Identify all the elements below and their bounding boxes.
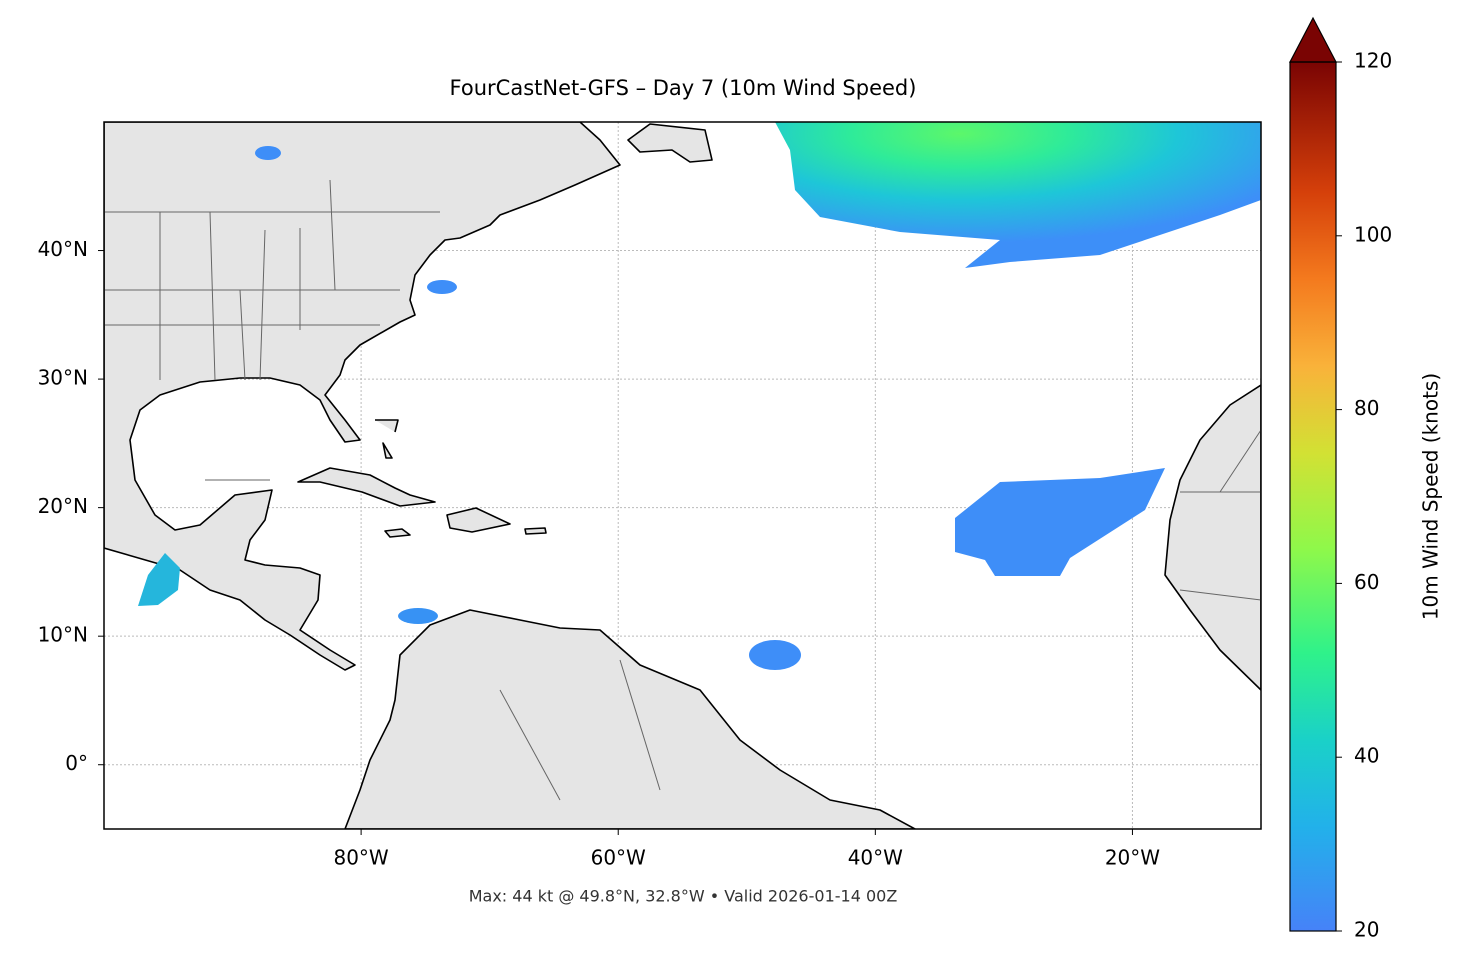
title: FourCastNet-GFS – Day 7 (10m Wind Speed) [450,76,917,100]
africa [1164,384,1261,691]
y-tick-label: 0° [65,751,88,775]
colorbar: 20 40 60 80 100 120 10m Wind Speed (knots) [1289,16,1443,942]
jamaica [384,528,411,538]
hispaniola [446,507,511,533]
y-tick-label: 10°N [38,623,88,647]
axes: 80°W 60°W 40°W 20°W 0° 10°N 20°N 30°N 40°N [38,237,1161,869]
south-america [344,609,916,829]
cuba [297,467,436,507]
wind-trade [955,468,1165,576]
y-tick-label: 30°N [38,366,88,390]
wind-patch [427,280,457,294]
map-area [104,122,1261,829]
x-tick-label: 20°W [1105,846,1160,870]
state-borders [104,179,1261,801]
x-tick-label: 60°W [591,846,646,870]
colorbar-tick-label: 100 [1354,222,1392,246]
y-tick-label: 20°N [38,494,88,518]
colorbar-ramp [1290,62,1336,931]
colorbar-tick-label: 120 [1354,49,1392,73]
wind-patch [255,146,281,160]
colorbar-tick-label: 20 [1354,918,1379,942]
north-america [104,122,621,671]
wind-patch [138,553,180,606]
x-tick-label: 40°W [848,846,903,870]
wind-jet [775,122,1261,268]
x-tick-label: 80°W [333,846,388,870]
colorbar-label: 10m Wind Speed (knots) [1419,373,1443,620]
y-tick-label: 40°N [38,237,88,261]
newfoundland [627,123,713,163]
colorbar-extend [1289,16,1337,63]
colorbar-tick-label: 80 [1354,396,1379,420]
colorbar-tick-label: 60 [1354,570,1379,594]
colorbar-tick-label: 40 [1354,744,1379,768]
colorbar-frame [1289,61,1337,932]
puerto-rico [524,527,547,535]
map-frame [103,121,1262,830]
bahamas [375,419,399,459]
footer: Max: 44 kt @ 49.8°N, 32.8°W • Valid 2026… [469,887,898,906]
wind-patch [749,640,801,670]
wind-patch [398,608,438,624]
